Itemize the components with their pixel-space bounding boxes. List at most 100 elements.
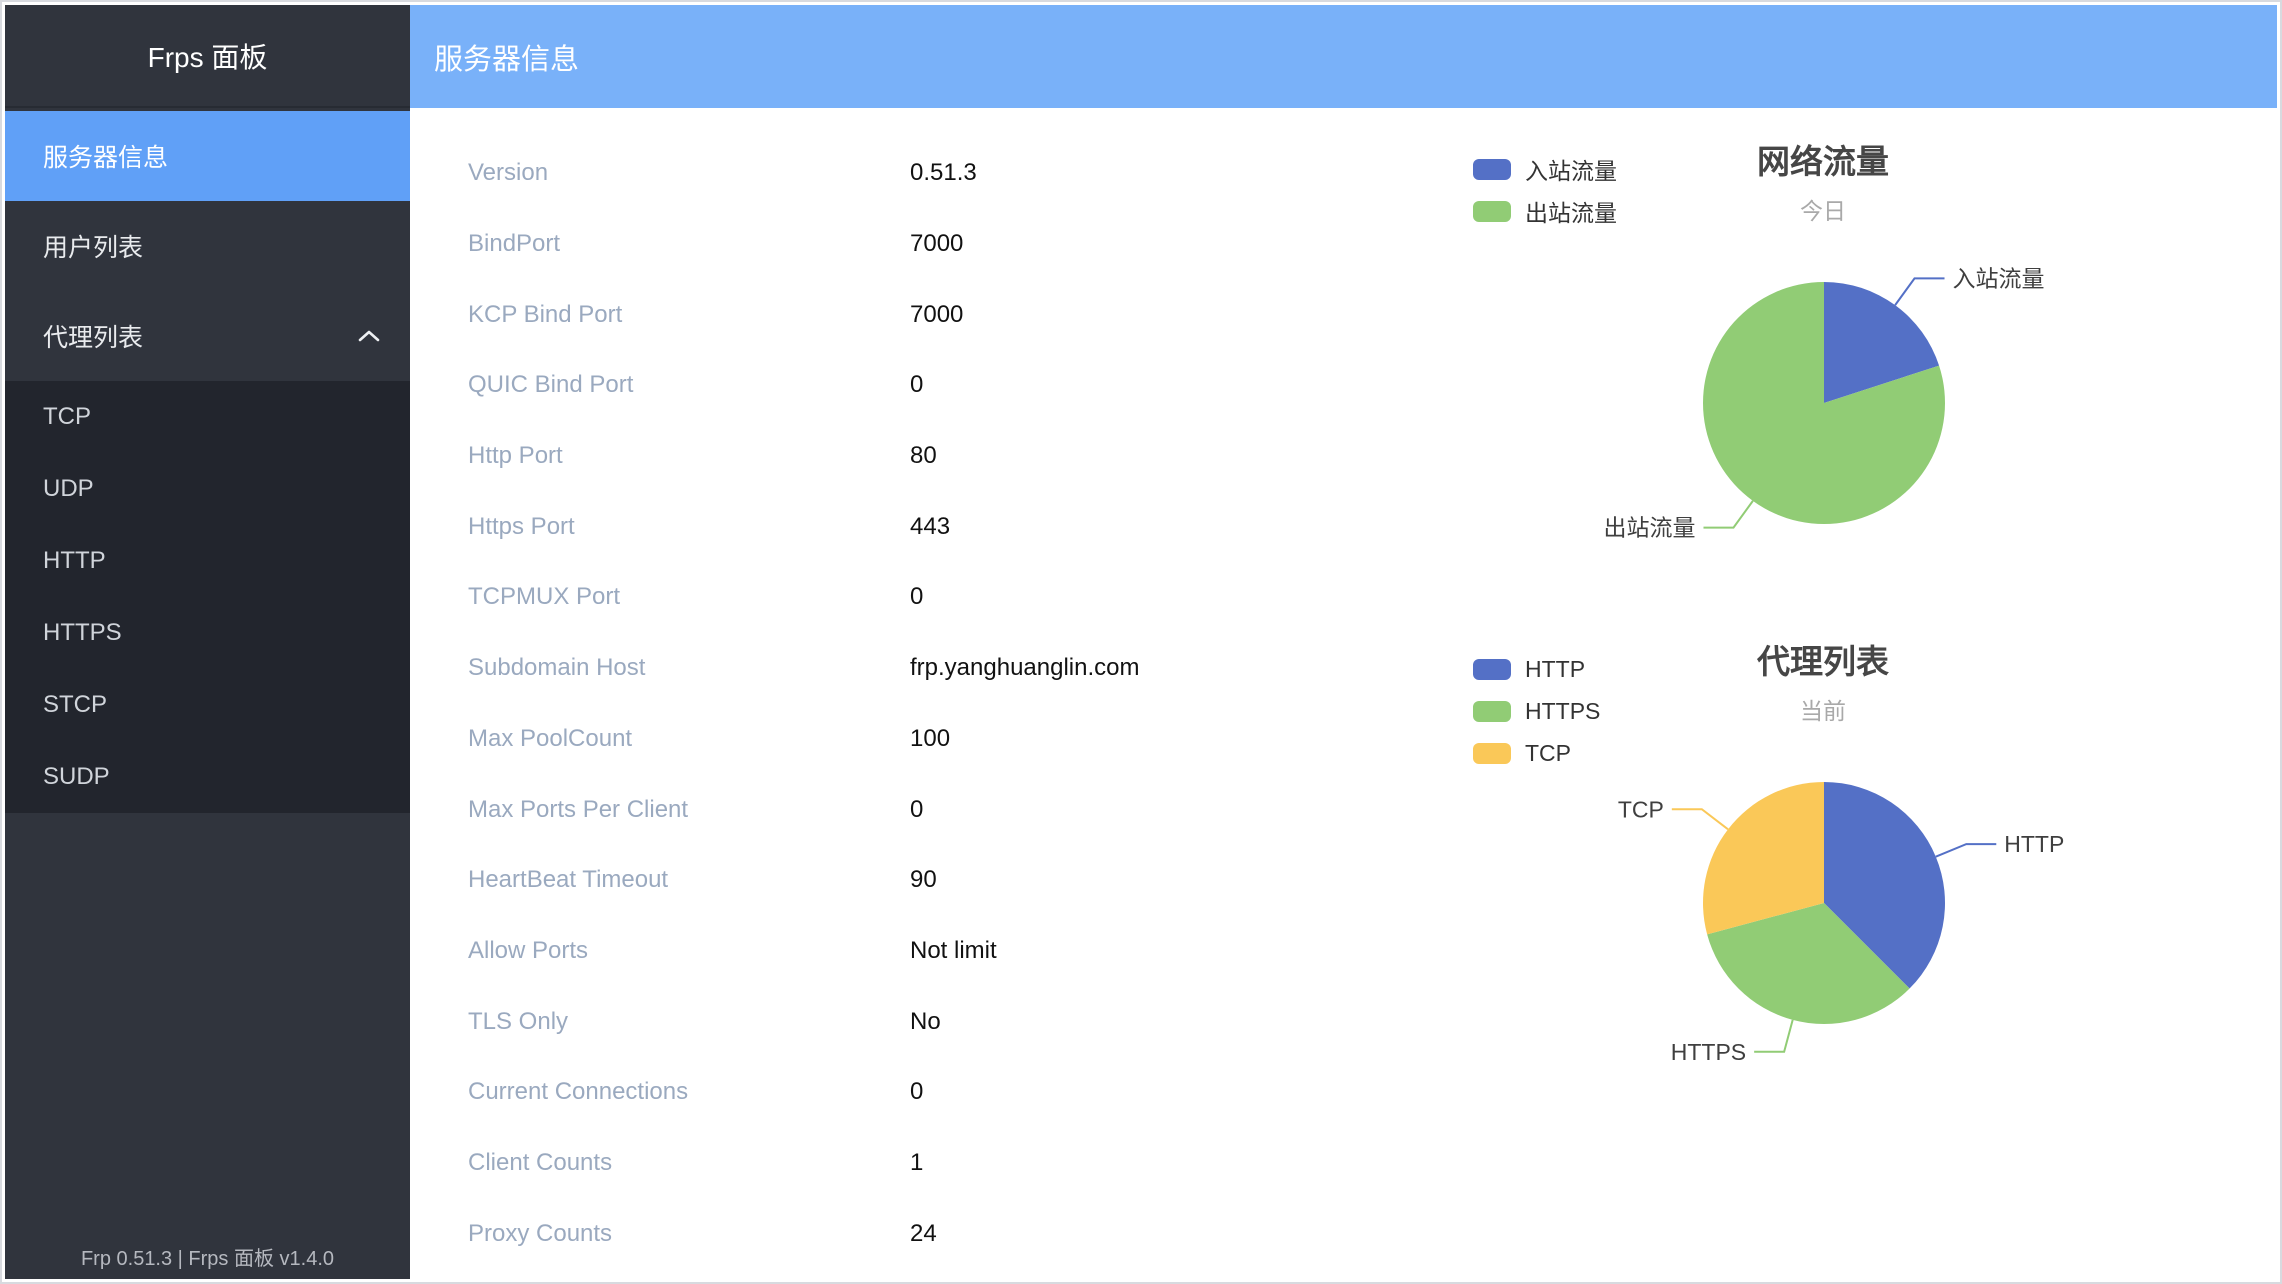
- pie-callout-label: HTTP: [2004, 831, 2064, 857]
- info-label: Allow Ports: [468, 936, 589, 964]
- info-label: TLS Only: [468, 1007, 569, 1035]
- info-row-http-port: Http Port 80: [468, 421, 1368, 492]
- chart-legend: 入站流量 出站流量: [1473, 148, 1617, 232]
- info-row-proxy-counts: Proxy Counts 24: [468, 1198, 1368, 1269]
- sidebar-item-stcp[interactable]: STCP: [5, 669, 410, 741]
- pie-callout-line: [1894, 277, 1945, 306]
- pie-slice-出站流量[interactable]: [1703, 282, 1945, 524]
- page-header: 服务器信息: [410, 5, 2277, 108]
- sidebar-item-label: TCP: [43, 403, 91, 430]
- legend-swatch: [1473, 700, 1511, 722]
- info-label: Https Port: [468, 512, 575, 540]
- sidebar-item-label: SUDP: [43, 763, 110, 790]
- chevron-up-icon: [358, 329, 380, 343]
- sidebar-item-proxy-list[interactable]: 代理列表: [5, 291, 410, 381]
- info-value: 0: [910, 371, 924, 399]
- sidebar-item-server-info[interactable]: 服务器信息: [5, 111, 410, 201]
- sidebar-submenu-proxy-types: TCP UDP HTTP HTTPS STCP SUDP: [5, 381, 410, 813]
- pie-callout-label: HTTPS: [1671, 1039, 1746, 1065]
- chart-subtitle: 当前: [1800, 698, 1846, 724]
- legend-item-https[interactable]: HTTPS: [1473, 690, 1600, 732]
- info-label: BindPort: [468, 230, 561, 258]
- sidebar-item-https[interactable]: HTTPS: [5, 597, 410, 669]
- info-row-max-poolcount: Max PoolCount 100: [468, 704, 1368, 775]
- pie-chart-proxy-list: HTTP HTTPS TCP: [1618, 782, 2064, 1065]
- pie-callout-line: [1754, 1019, 1794, 1053]
- info-row-current-connections: Current Connections 0: [468, 1057, 1368, 1128]
- info-row-allow-ports: Allow Ports Not limit: [468, 916, 1368, 987]
- chart-proxy-list: 代理列表 当前 HTTP HTTPS: [1473, 642, 2173, 1122]
- info-label: Http Port: [468, 442, 563, 470]
- page-title: 服务器信息: [434, 43, 580, 76]
- pie-callout-line: [1935, 843, 1997, 858]
- info-label: Max PoolCount: [468, 724, 633, 752]
- info-value: 0: [910, 795, 924, 823]
- info-value: 1: [910, 1148, 924, 1176]
- info-value: Not limit: [910, 936, 997, 964]
- info-label: Current Connections: [468, 1078, 689, 1106]
- info-label: KCP Bind Port: [468, 300, 623, 328]
- sidebar-item-label: HTTPS: [43, 619, 122, 646]
- info-value: 24: [910, 1219, 937, 1247]
- info-label: Version: [468, 159, 549, 187]
- sidebar-item-label: 用户列表: [43, 234, 144, 262]
- sidebar: Frps 面板 服务器信息 用户列表 代理列表 TCP: [5, 5, 410, 1279]
- legend-item-inbound[interactable]: 入站流量: [1473, 148, 1617, 190]
- info-value: 100: [910, 724, 951, 752]
- sidebar-item-label: UDP: [43, 475, 94, 502]
- info-row-bindport: BindPort 7000: [468, 209, 1368, 280]
- chart-network-traffic: 网络流量 今日 入站流量 出站流量 入站流量 出站: [1473, 142, 2173, 622]
- chart-legend: HTTP HTTPS TCP: [1473, 648, 1600, 774]
- info-row-tls-only: TLS Only No: [468, 986, 1368, 1057]
- info-label: QUIC Bind Port: [468, 371, 634, 399]
- sidebar-item-label: STCP: [43, 691, 108, 718]
- sidebar-item-udp[interactable]: UDP: [5, 453, 410, 525]
- info-value: 80: [910, 442, 937, 470]
- legend-item-http[interactable]: HTTP: [1473, 648, 1600, 690]
- legend-swatch: [1473, 158, 1511, 180]
- info-label: Max Ports Per Client: [468, 795, 689, 823]
- legend-item-tcp[interactable]: TCP: [1473, 732, 1600, 774]
- chart-title: 网络流量: [1757, 143, 1889, 180]
- sidebar-menu: 服务器信息 用户列表 代理列表 TCP UDP HTTP: [5, 111, 410, 813]
- legend-swatch: [1473, 200, 1511, 222]
- sidebar-item-sudp[interactable]: SUDP: [5, 741, 410, 813]
- info-label: Proxy Counts: [468, 1219, 613, 1247]
- sidebar-item-http[interactable]: HTTP: [5, 525, 410, 597]
- info-row-heartbeat-timeout: HeartBeat Timeout 90: [468, 845, 1368, 916]
- pie-callout-label: 入站流量: [1953, 265, 2045, 291]
- legend-label: HTTP: [1525, 655, 1586, 682]
- pie-slice-HTTP[interactable]: [1824, 782, 1945, 989]
- info-row-subdomain-host: Subdomain Host frp.yanghuanglin.com: [468, 633, 1368, 704]
- pie-slice-入站流量[interactable]: [1824, 282, 1940, 403]
- info-value: 443: [910, 512, 951, 540]
- pie-slice-TCP[interactable]: [1703, 782, 1824, 935]
- sidebar-item-label: 代理列表: [43, 324, 144, 352]
- pie-slice-HTTPS[interactable]: [1707, 903, 1910, 1024]
- info-label: TCPMUX Port: [468, 583, 621, 611]
- main-panel: 服务器信息 Version 0.51.3 BindPort 7000 KCP Bin…: [410, 5, 2277, 1279]
- info-label: HeartBeat Timeout: [468, 866, 669, 894]
- legend-label: HTTPS: [1525, 697, 1601, 724]
- sidebar-item-tcp[interactable]: TCP: [5, 381, 410, 453]
- info-value: 7000: [910, 300, 964, 328]
- info-row-https-port: Https Port 443: [468, 491, 1368, 562]
- pie-callout-line: [1703, 500, 1754, 529]
- info-label: Client Counts: [468, 1148, 613, 1176]
- info-row-max-ports-per-client: Max Ports Per Client 0: [468, 774, 1368, 845]
- legend-label: 入站流量: [1525, 158, 1617, 184]
- legend-swatch: [1473, 742, 1511, 764]
- legend-item-outbound[interactable]: 出站流量: [1473, 190, 1617, 232]
- info-value: 0: [910, 1078, 924, 1106]
- server-info-list: Version 0.51.3 BindPort 7000 KCP Bind Port…: [468, 138, 1368, 1269]
- frps-dashboard: Frps 面板 服务器信息 用户列表 代理列表 TCP: [5, 5, 2277, 1279]
- sidebar-item-user-list[interactable]: 用户列表: [5, 201, 410, 291]
- info-row-quic-bind-port: QUIC Bind Port 0: [468, 350, 1368, 421]
- info-value: 0.51.3: [910, 159, 977, 187]
- pie-callout-label: TCP: [1618, 796, 1664, 822]
- info-label: Subdomain Host: [468, 654, 646, 682]
- info-row-tcpmux-port: TCPMUX Port 0: [468, 562, 1368, 633]
- chart-subtitle: 今日: [1800, 198, 1846, 224]
